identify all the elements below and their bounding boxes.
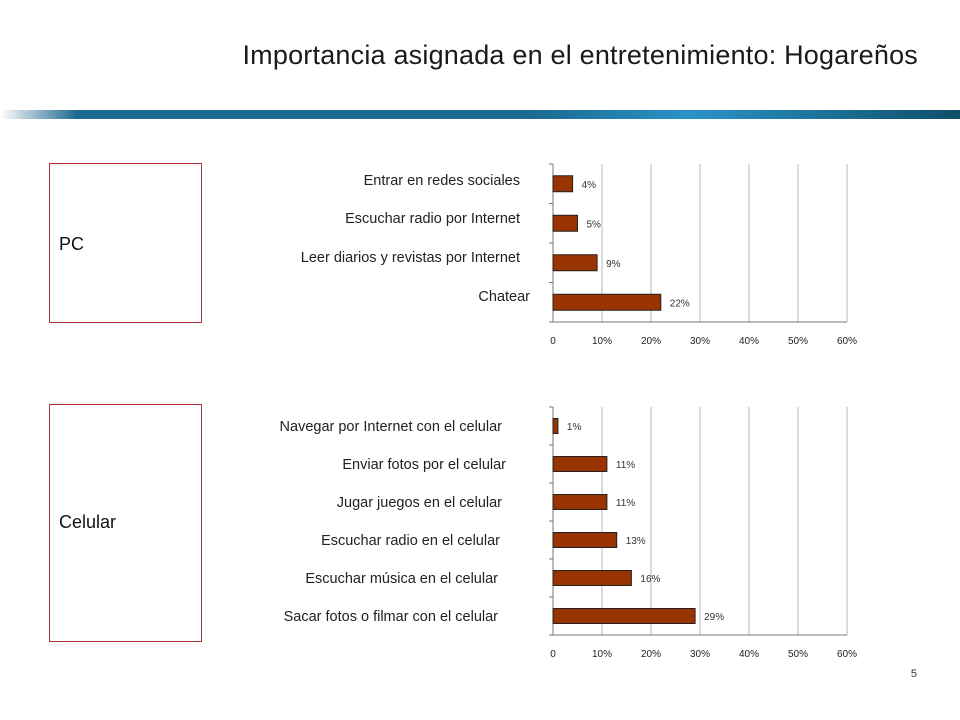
data-label: 11%	[616, 498, 635, 509]
data-label: 5%	[587, 219, 602, 230]
bar	[552, 418, 559, 434]
data-label: 9%	[606, 259, 621, 270]
bar-chart-celular: 1% 11% 11% 13% 16% 29% 0 10% 20% 30% 40% 50% 60%	[549, 406, 857, 660]
data-label: 1%	[567, 422, 582, 433]
row-label: Escuchar radio en el celular	[321, 533, 500, 549]
x-tick-label: 30%	[690, 336, 710, 347]
row-label: Navegar por Internet con el celular	[279, 419, 502, 435]
x-tick-label: 40%	[739, 649, 759, 660]
data-label: 16%	[640, 574, 660, 585]
bar	[552, 214, 578, 232]
bar	[552, 175, 574, 193]
x-tick-label: 60%	[837, 336, 857, 347]
row-label: Leer diarios y revistas por Internet	[300, 250, 520, 266]
data-label: 11%	[616, 460, 635, 471]
category-box-celular: Celular	[49, 404, 202, 642]
x-tick-label: 10%	[592, 649, 612, 660]
bar	[552, 570, 632, 586]
x-tick-label: 0	[550, 649, 556, 660]
data-label: 13%	[626, 536, 646, 547]
category-box-pc: PC	[49, 163, 202, 323]
row-label: Sacar fotos o filmar con el celular	[283, 609, 498, 625]
page-number: 5	[910, 668, 917, 680]
bar-chart-pc: 4% 5% 9% 22% 0 10% 20% 30% 40% 50% 60%	[549, 163, 857, 347]
bar	[552, 608, 696, 624]
x-tick-label: 0	[550, 336, 556, 347]
row-label: Escuchar radio por Internet	[345, 211, 520, 227]
bar	[552, 254, 598, 272]
x-tick-label: 50%	[788, 336, 808, 347]
category-label-pc: PC	[59, 234, 85, 254]
x-tick-label: 20%	[641, 336, 661, 347]
row-label: Entrar en redes sociales	[363, 173, 520, 189]
bar	[552, 532, 618, 548]
row-label: Enviar fotos por el celular	[342, 457, 506, 473]
bar	[552, 494, 608, 510]
row-label: Chatear	[478, 289, 530, 305]
x-tick-label: 50%	[788, 649, 808, 660]
data-label: 22%	[670, 298, 690, 309]
row-label: Escuchar música en el celular	[305, 571, 498, 587]
x-tick-label: 30%	[690, 649, 710, 660]
data-label: 29%	[704, 612, 724, 623]
bar	[552, 293, 662, 311]
x-tick-label: 10%	[592, 336, 612, 347]
x-tick-label: 60%	[837, 649, 857, 660]
row-label: Jugar juegos en el celular	[336, 495, 502, 511]
page-title: Importancia asignada en el entretenimien…	[242, 40, 918, 70]
bar	[552, 456, 608, 472]
title-accent-bar	[0, 110, 960, 119]
category-label-celular: Celular	[59, 512, 117, 532]
data-label: 4%	[582, 180, 597, 191]
x-tick-label: 20%	[641, 649, 661, 660]
x-tick-label: 40%	[739, 336, 759, 347]
